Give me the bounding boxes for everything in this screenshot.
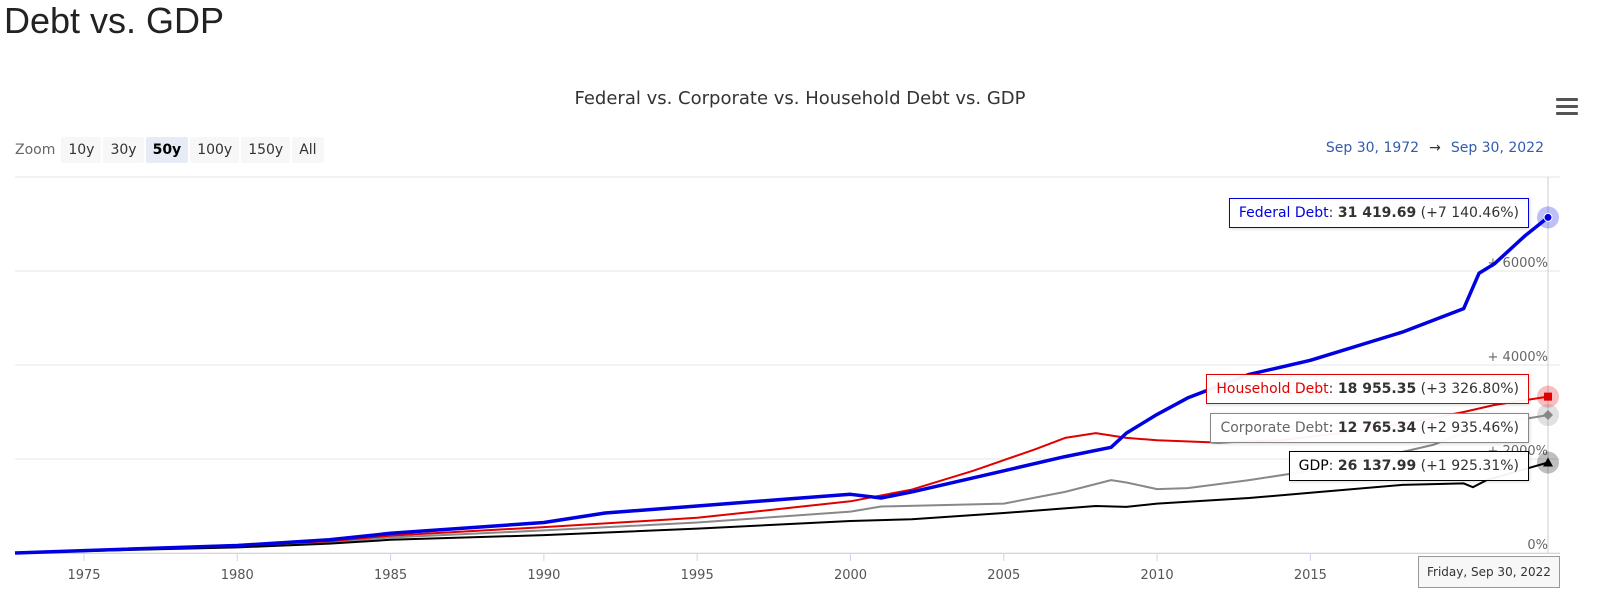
- tooltip-value: 26 137.99: [1337, 458, 1417, 474]
- tooltip-separator: :: [1328, 381, 1338, 397]
- zoom-100y-button[interactable]: 100y: [190, 137, 240, 163]
- range-from-input[interactable]: Sep 30, 1972: [1325, 140, 1420, 156]
- zoom-10y-button[interactable]: 10y: [61, 137, 102, 163]
- series-line-gdp: [14, 461, 1549, 554]
- zoom-50y-button[interactable]: 50y: [145, 137, 189, 163]
- tooltip-separator: :: [1328, 205, 1338, 221]
- x-tick-label: 1975: [67, 568, 100, 583]
- tooltip-series-name: GDP: [1298, 458, 1329, 474]
- zoom-label: Zoom: [15, 142, 56, 158]
- zoom-30y-button[interactable]: 30y: [103, 137, 144, 163]
- point-marker: [1544, 392, 1552, 401]
- x-tick-label: 1990: [527, 568, 560, 583]
- point-marker: [1543, 212, 1553, 222]
- y-tick-label: 0%: [1527, 538, 1548, 553]
- crosshair-date-label: Friday, Sep 30, 2022: [1418, 556, 1560, 588]
- x-tick-label: 1980: [221, 568, 254, 583]
- tooltip-change: (+7 140.46%): [1416, 205, 1519, 221]
- tooltip-change: (+2 935.46%): [1416, 420, 1519, 436]
- x-tick-label: 2010: [1141, 568, 1174, 583]
- zoom-bar: Zoom 10y 30y 50y 100y 150y All: [15, 136, 326, 164]
- range-arrow: →: [1429, 140, 1441, 156]
- y-tick-label: + 4000%: [1488, 350, 1548, 365]
- tooltip-separator: :: [1328, 458, 1338, 474]
- date-range: Sep 30, 1972 → Sep 30, 2022: [1326, 140, 1544, 156]
- tooltip-change: (+1 925.31%): [1416, 458, 1519, 474]
- menu-icon[interactable]: [1556, 98, 1578, 116]
- tooltip-value: 18 955.35: [1337, 381, 1417, 397]
- x-tick-label: 1985: [374, 568, 407, 583]
- x-tick-label: 1995: [681, 568, 714, 583]
- chart-title: Federal vs. Corporate vs. Household Debt…: [574, 88, 1026, 109]
- zoom-all-button[interactable]: All: [292, 137, 324, 163]
- range-to-input[interactable]: Sep 30, 2022: [1450, 140, 1544, 156]
- tooltip-federal-debt: Federal Debt: 31 419.69 (+7 140.46%): [1228, 198, 1529, 228]
- tooltip-gdp: GDP: 26 137.99 (+1 925.31%): [1288, 451, 1529, 481]
- tooltip-series-name: Federal Debt: [1238, 205, 1329, 221]
- tooltip-change: (+3 326.80%): [1416, 381, 1519, 397]
- tooltip-value: 31 419.69: [1337, 205, 1417, 221]
- y-tick-label: + 6000%: [1488, 256, 1548, 271]
- x-tick-label: 2015: [1294, 568, 1327, 583]
- x-tick-label: 2000: [834, 568, 867, 583]
- tooltip-series-name: Household Debt: [1216, 381, 1329, 397]
- point-marker: [1543, 457, 1553, 467]
- tooltip-separator: :: [1328, 420, 1338, 436]
- tooltip-corporate-debt: Corporate Debt: 12 765.34 (+2 935.46%): [1210, 413, 1529, 443]
- series-line-federal-debt: [14, 216, 1550, 555]
- zoom-150y-button[interactable]: 150y: [241, 137, 291, 163]
- page-title: Debt vs. GDP: [4, 0, 225, 41]
- point-marker: [1543, 410, 1553, 421]
- x-tick-label: 2005: [987, 568, 1020, 583]
- tooltip-series-name: Corporate Debt: [1220, 420, 1329, 436]
- tooltip-household-debt: Household Debt: 18 955.35 (+3 326.80%): [1206, 374, 1529, 404]
- tooltip-value: 12 765.34: [1337, 420, 1417, 436]
